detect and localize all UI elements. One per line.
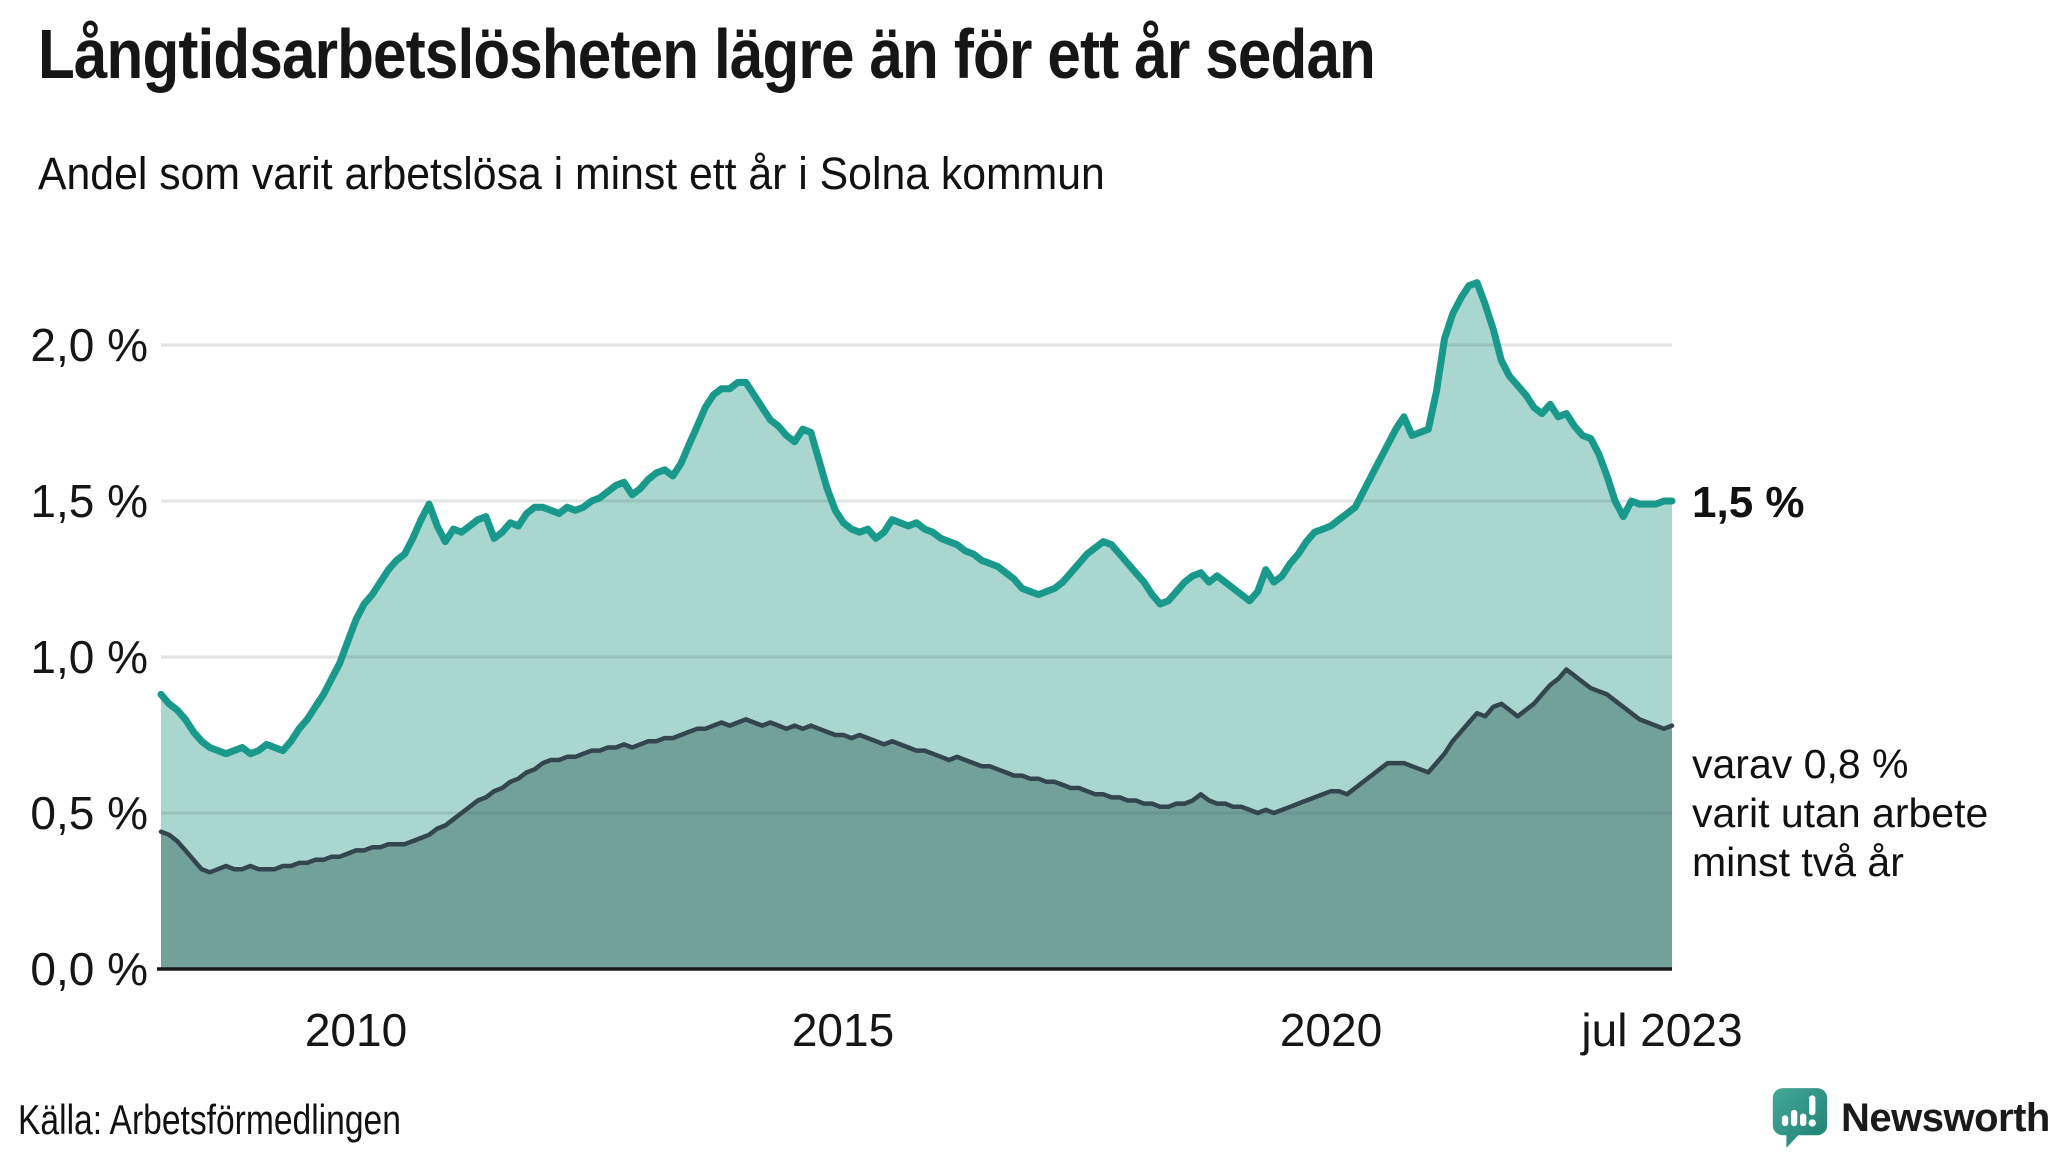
annotation-line: varav 0,8 % <box>1692 741 1909 787</box>
page-title: Långtidsarbetslösheten lägre än för ett … <box>38 15 1376 93</box>
y-tick-label: 2,0 % <box>30 319 148 371</box>
newsworthy-bubble-chart-icon <box>1771 1086 1829 1150</box>
x-tick-label: 2020 <box>1279 1004 1383 1056</box>
y-tick-label: 1,0 % <box>30 631 148 683</box>
y-tick-label: 0,0 % <box>30 943 148 995</box>
x-tick-label: jul 2023 <box>1581 1004 1743 1056</box>
series-end-value-label: 1,5 % <box>1692 478 1805 527</box>
series2-annotation: varav 0,8 % varit utan arbete minst två … <box>1692 740 1988 887</box>
y-tick-label: 0,5 % <box>30 787 148 839</box>
newsworthy-logo-text: Newsworthy <box>1841 1095 2048 1140</box>
source-label: Källa: Arbetsförmedlingen <box>18 1096 401 1143</box>
y-tick-label: 1,5 % <box>30 475 148 527</box>
annotation-line: minst två år <box>1692 839 1904 885</box>
x-tick-label: 2015 <box>791 1004 895 1056</box>
annotation-line: varit utan arbete <box>1692 790 1989 836</box>
page-subtitle: Andel som varit arbetslösa i minst ett å… <box>38 148 1105 199</box>
x-tick-label: 2010 <box>304 1004 408 1056</box>
newsworthy-logo: Newsworthy <box>1771 1086 2048 1150</box>
